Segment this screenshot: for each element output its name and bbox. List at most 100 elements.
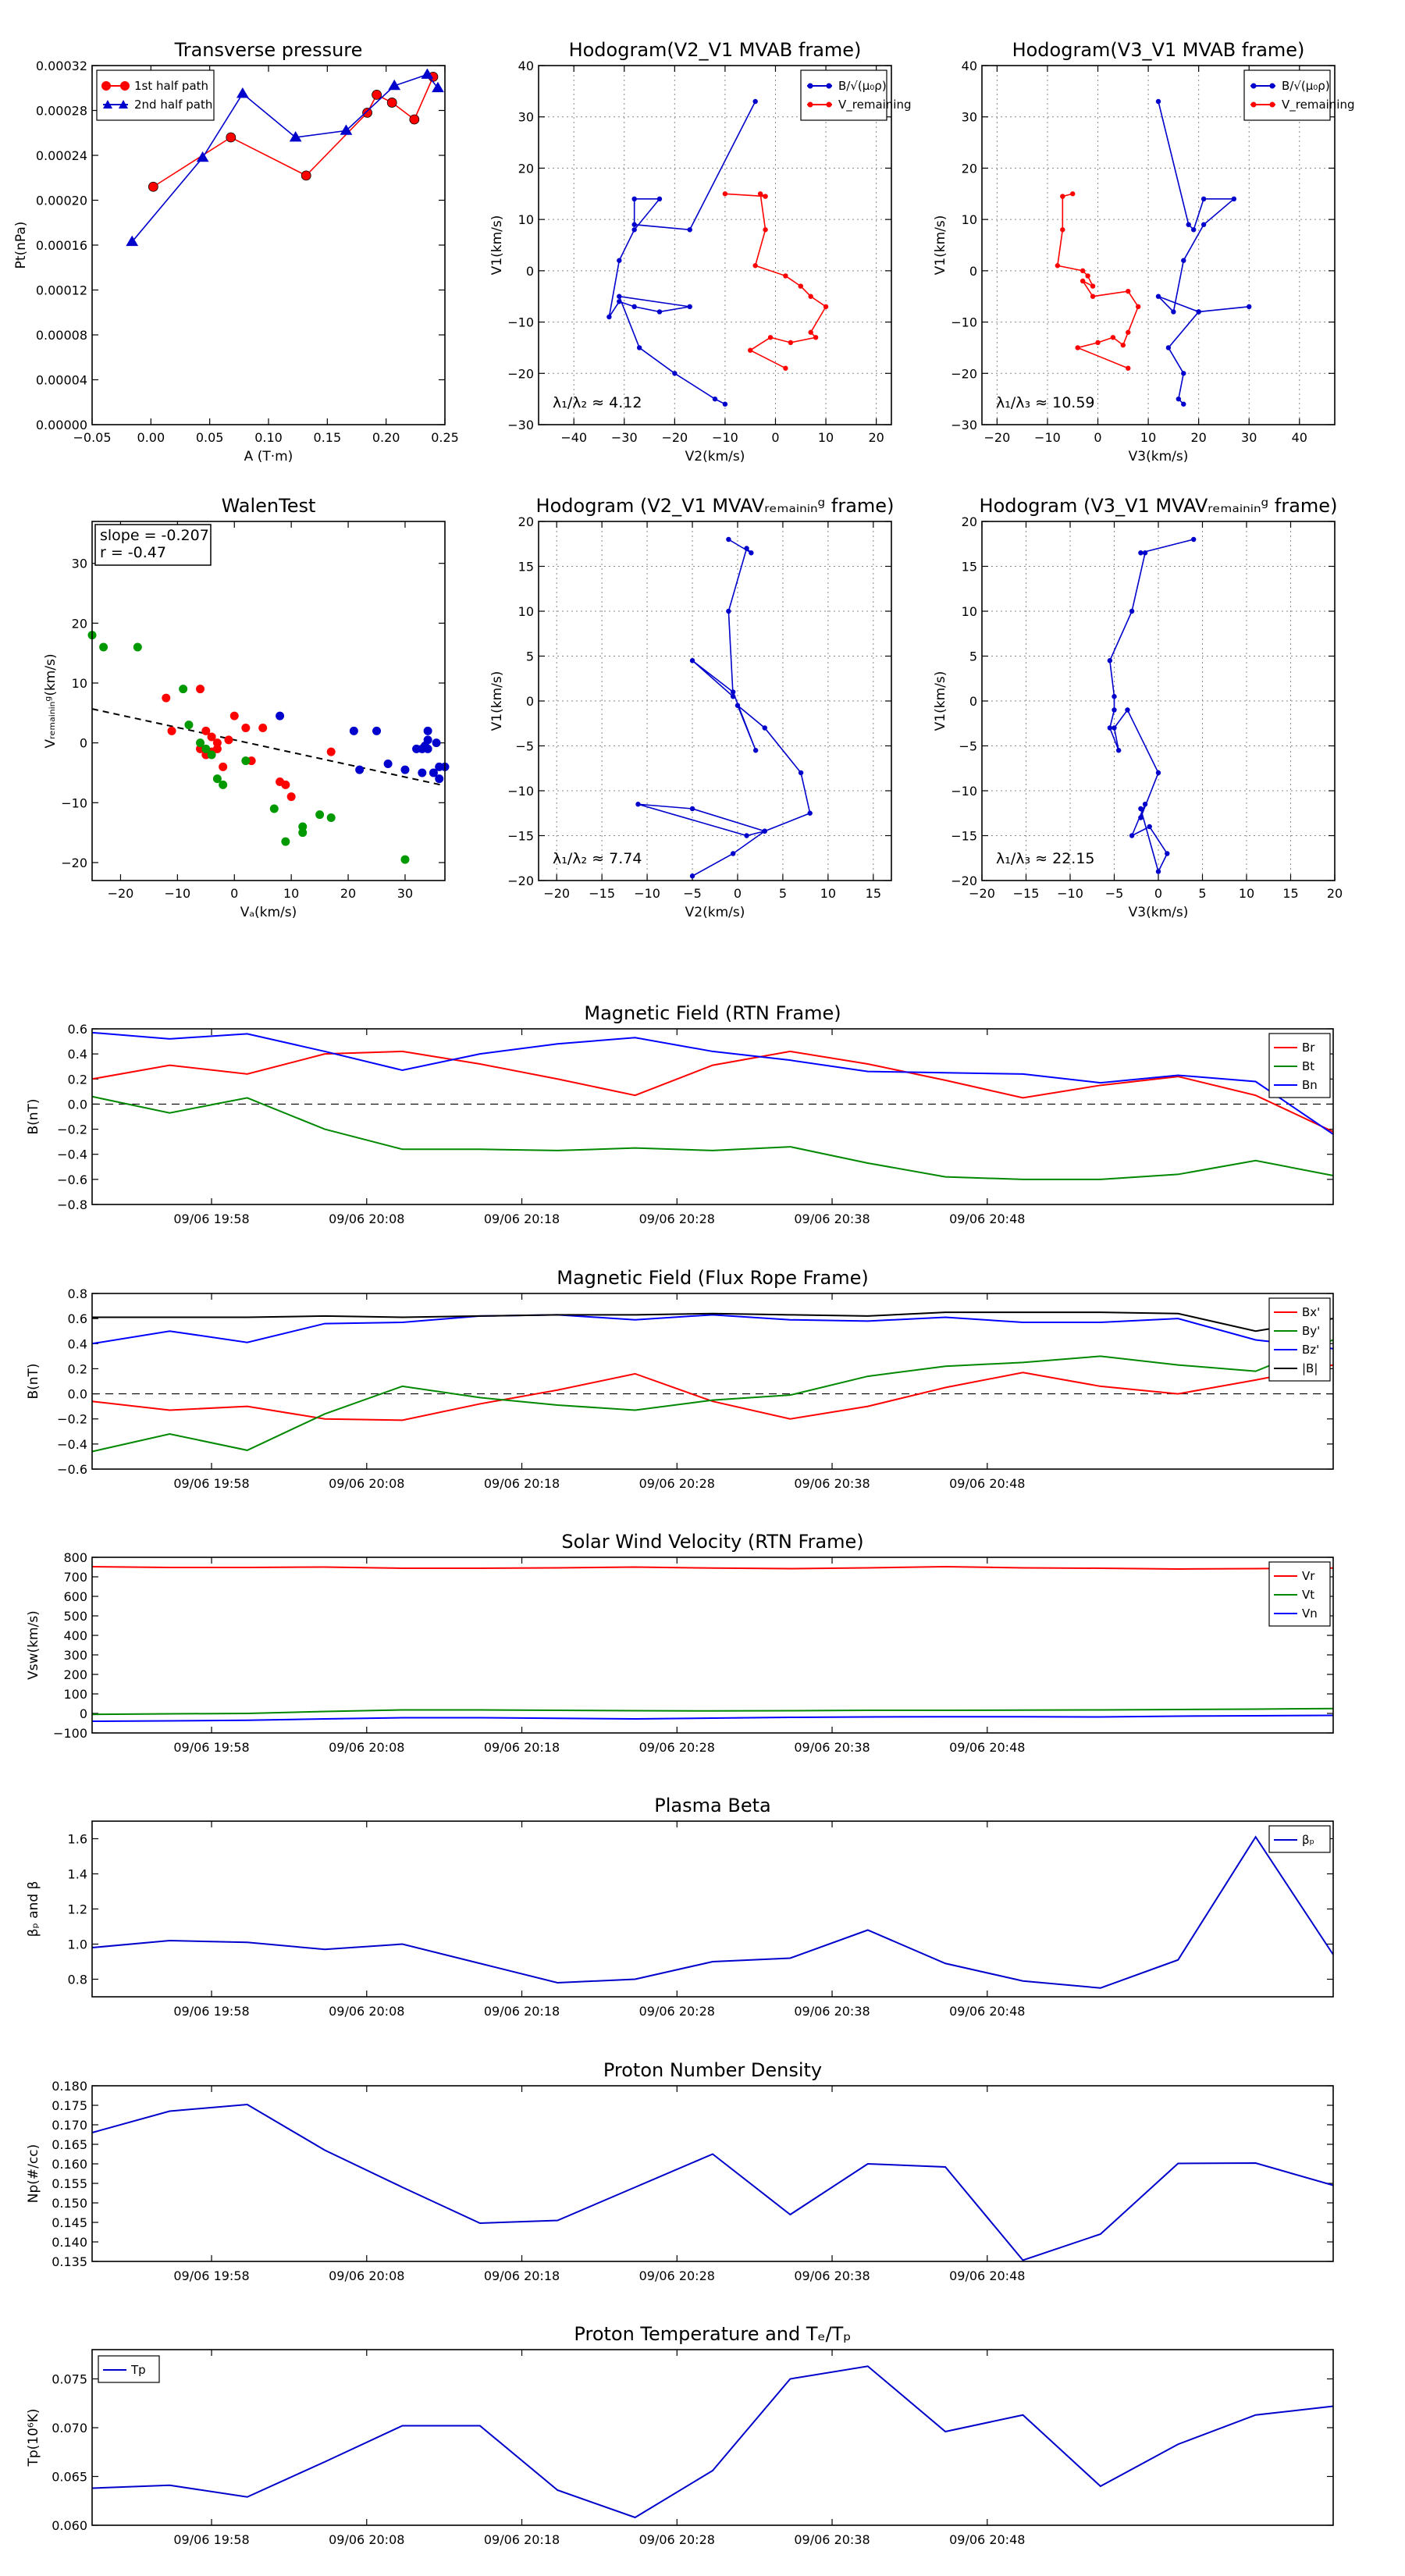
legend: Bx' By' Bz' |B|	[1268, 1297, 1331, 1382]
data-point	[241, 724, 251, 732]
data-point	[763, 194, 768, 199]
data-point	[798, 770, 804, 776]
data-point	[807, 810, 813, 816]
x-tick-label: 0	[1094, 430, 1101, 445]
y-tick-label: 0.060	[52, 2518, 87, 2533]
data-point	[1060, 194, 1065, 199]
x-tick-label: 0.15	[314, 430, 342, 445]
data-point	[196, 685, 205, 694]
legend-label: βₚ	[1302, 1833, 1314, 1847]
data-point	[656, 309, 663, 315]
data-point	[687, 227, 692, 233]
legend-marker	[826, 83, 832, 89]
legend-marker	[119, 100, 128, 109]
data-point	[808, 329, 813, 335]
y-tick-label: −15	[951, 829, 977, 844]
chart-title: Hodogram(V3_V1 MVAB frame)	[1012, 39, 1305, 61]
y-tick-label: −5	[515, 739, 534, 754]
y-tick-label: 600	[63, 1589, 87, 1604]
data-point	[798, 283, 803, 289]
y-tick-label: −15	[507, 829, 534, 844]
legend-label: 2nd half path	[134, 98, 212, 112]
eigen-ratio-annotation: λ₁/λ₂ ≈ 4.12	[553, 394, 642, 411]
time-tick-label: 09/06 20:28	[639, 2004, 715, 2019]
series-line	[91, 1050, 1334, 1133]
time-tick-label: 09/06 20:08	[329, 1212, 404, 1226]
time-tick-label: 09/06 20:08	[329, 2004, 404, 2019]
data-point	[301, 170, 311, 181]
data-point	[400, 765, 410, 774]
data-point	[212, 738, 222, 748]
data-point	[1085, 273, 1090, 279]
legend-label: V_remaining	[1282, 98, 1355, 112]
x-tick-label: 0.25	[431, 430, 459, 445]
series-line	[91, 1714, 1334, 1722]
data-point	[1112, 707, 1117, 713]
chart-beta: 09/06 19:58 09/06 20:08 09/06 20:18 09/06 2…	[26, 1795, 1334, 2019]
series-line	[91, 1364, 1334, 1421]
data-point	[1080, 268, 1086, 274]
plot-frame	[91, 65, 446, 425]
data-point	[241, 756, 251, 766]
y-tick-label: −30	[507, 418, 534, 432]
data-point	[412, 744, 422, 753]
y-tick-label: 0.00032	[36, 59, 87, 73]
data-point	[99, 642, 108, 652]
x-tick-label: −10	[1057, 886, 1083, 901]
plot-frame	[91, 1293, 1334, 1470]
data-point	[1075, 345, 1080, 350]
time-tick-label: 09/06 20:48	[949, 1476, 1025, 1491]
data-point	[1186, 222, 1191, 227]
eigen-ratio-annotation: λ₁/λ₃ ≈ 10.59	[996, 394, 1095, 411]
x-tick-label: 0.10	[254, 430, 283, 445]
y-tick-label: 0.160	[52, 2157, 87, 2172]
data-point	[383, 760, 393, 768]
data-point	[783, 273, 788, 279]
y-tick-label: 0	[80, 1706, 87, 1721]
data-point	[349, 726, 358, 735]
y-tick-label: −10	[507, 315, 534, 330]
x-tick-label: 10	[1140, 430, 1156, 445]
y-axis-label: V1(km/s)	[489, 671, 505, 731]
data-point	[617, 299, 622, 304]
x-tick-label: −20	[984, 430, 1010, 445]
legend-marker	[1250, 83, 1257, 89]
y-axis-label: V1(km/s)	[933, 215, 948, 276]
data-point	[207, 750, 216, 760]
data-point	[362, 107, 372, 118]
time-tick-label: 09/06 20:28	[639, 2532, 715, 2547]
plot-frame	[538, 65, 892, 425]
plot-frame	[91, 2085, 1334, 2262]
x-tick-label: 0	[1154, 886, 1162, 901]
data-point	[1155, 98, 1161, 105]
data-point	[636, 345, 642, 350]
time-tick-label: 09/06 20:18	[484, 2532, 560, 2547]
data-point	[762, 725, 767, 731]
x-tick-label: 0.20	[372, 430, 400, 445]
y-tick-label: 0.155	[52, 2176, 87, 2191]
plot-frame	[981, 65, 1336, 425]
y-tick-label: 0.175	[52, 2098, 87, 2113]
series-line	[91, 1707, 1334, 1716]
x-tick-label: −5	[1105, 886, 1124, 901]
y-tick-label: 0.145	[52, 2215, 87, 2230]
data-point	[315, 810, 325, 820]
data-point	[631, 196, 637, 202]
y-tick-label: −0.6	[57, 1462, 87, 1477]
series-line	[91, 1031, 1334, 1135]
y-tick-label: 0.070	[52, 2421, 87, 2435]
series-line	[91, 2365, 1334, 2519]
legend-marker	[103, 100, 112, 109]
chart-mag_rtn: 09/06 19:58 09/06 20:08 09/06 20:18 09/06 2…	[26, 1002, 1334, 1226]
legend-label: Tp	[130, 2363, 146, 2377]
data-point	[179, 685, 188, 694]
time-tick-label: 09/06 19:58	[173, 2268, 249, 2283]
data-point	[1095, 340, 1101, 346]
chart-h1: −40 −30 −20 −10 0 10 20 −30 −20 −10 0 10 20 30 40 Hodog…	[489, 39, 912, 464]
y-tick-label: 10	[518, 604, 534, 619]
x-tick-label: 10	[1239, 886, 1254, 901]
x-tick-label: −20	[661, 430, 688, 445]
data-point	[689, 873, 695, 879]
data-point	[1191, 227, 1197, 233]
y-tick-label: −10	[507, 784, 534, 799]
